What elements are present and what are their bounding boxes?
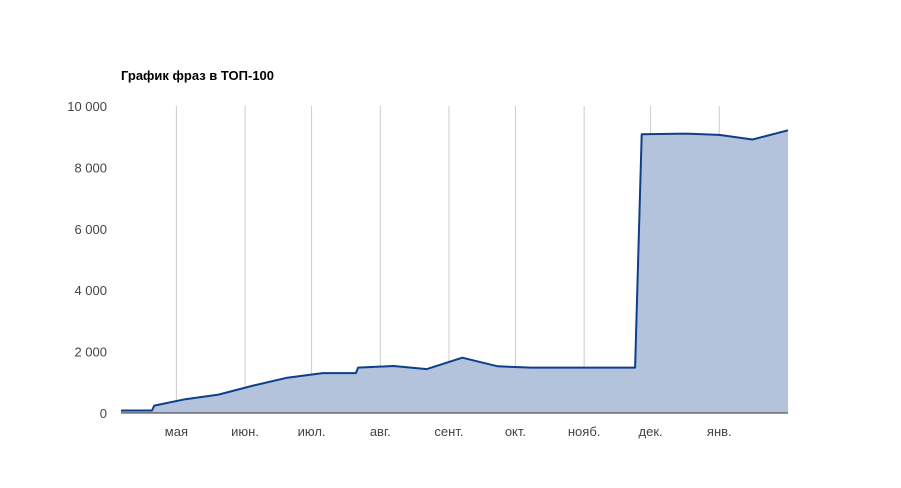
- y-tick-label-4: 8 000: [74, 160, 107, 175]
- series-area: [121, 129, 789, 414]
- chart-title: График фраз в ТОП-100: [121, 68, 274, 83]
- x-tick-label-3: авг.: [370, 424, 391, 439]
- y-tick-label-3: 6 000: [74, 222, 107, 237]
- x-axis-ticks: мая июн. июл. авг. сент. окт. нояб. дек. янв.: [165, 424, 732, 439]
- series-line-0: [121, 129, 789, 412]
- x-tick-label-2: июл.: [298, 424, 326, 439]
- x-tick-label-8: янв.: [707, 424, 732, 439]
- x-tick-label-1: июн.: [231, 424, 259, 439]
- x-tick-label-4: сент.: [434, 424, 463, 439]
- x-tick-label-5: окт.: [505, 424, 526, 439]
- series-area-fill-0: [121, 130, 788, 414]
- x-tick-label-7: дек.: [639, 424, 663, 439]
- x-tick-label-0: мая: [165, 424, 188, 439]
- y-tick-label-2: 4 000: [74, 283, 107, 298]
- y-tick-label-5: 10 000: [67, 99, 107, 114]
- x-tick-label-6: нояб.: [568, 424, 601, 439]
- y-axis-ticks: 0 2 000 4 000 6 000 8 000 10 000: [67, 99, 107, 421]
- y-tick-label-0: 0: [100, 406, 107, 421]
- y-tick-label-1: 2 000: [74, 345, 107, 360]
